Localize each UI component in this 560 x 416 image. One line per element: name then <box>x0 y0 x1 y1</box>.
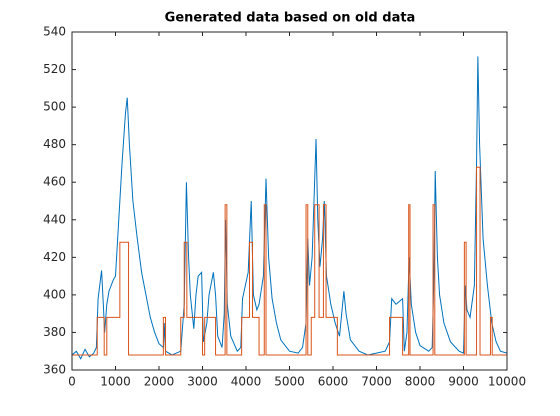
y-tick-label: 440 <box>43 212 66 226</box>
y-tick-label: 360 <box>43 363 66 377</box>
y-tick-label: 480 <box>43 137 66 151</box>
y-tick-label: 380 <box>43 325 66 339</box>
x-tick-label: 8000 <box>405 375 436 389</box>
x-tick-label: 10000 <box>488 375 526 389</box>
x-tick-label: 1000 <box>100 375 131 389</box>
x-tick-label: 5000 <box>274 375 305 389</box>
y-tick-label: 420 <box>43 250 66 264</box>
x-tick-label: 6000 <box>318 375 349 389</box>
y-tick-label: 500 <box>43 100 66 114</box>
y-tick-label: 400 <box>43 287 66 301</box>
x-tick-label: 4000 <box>231 375 262 389</box>
y-tick-label: 540 <box>43 25 66 39</box>
x-tick-label: 9000 <box>448 375 479 389</box>
chart-title: Generated data based on old data <box>165 11 416 26</box>
line-series <box>72 166 507 356</box>
x-tick-label: 3000 <box>187 375 218 389</box>
x-tick-label: 0 <box>68 375 76 389</box>
x-tick-label: 2000 <box>144 375 175 389</box>
axes-box <box>71 31 508 371</box>
y-tick-label: 460 <box>43 175 66 189</box>
y-tick-label: 520 <box>43 62 66 76</box>
x-tick-label: 7000 <box>361 375 392 389</box>
